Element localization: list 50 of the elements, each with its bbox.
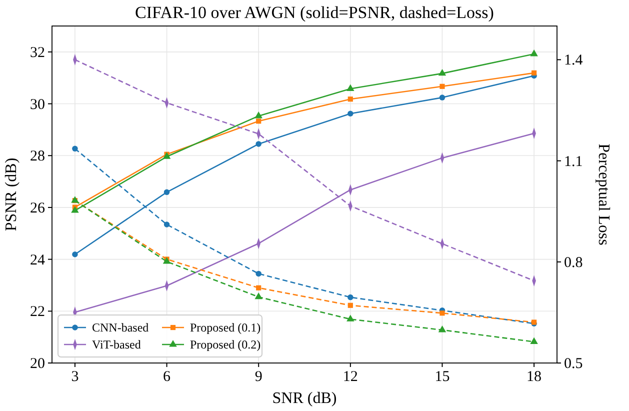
y-tick-label: 30 (30, 96, 45, 113)
point (530, 337, 538, 344)
point (440, 84, 445, 89)
chart-title: CIFAR-10 over AWGN (solid=PSNR, dashed=Loss) (135, 3, 494, 22)
point (164, 222, 170, 228)
point (348, 294, 354, 300)
point (440, 310, 445, 316)
point (254, 111, 262, 118)
point (531, 70, 537, 76)
point (72, 252, 78, 258)
point (348, 96, 353, 102)
y2-tick-label: 0.5 (564, 356, 583, 372)
y-axis-title: PSNR (dB) (3, 158, 20, 232)
point (254, 292, 262, 300)
point (256, 141, 262, 147)
point (438, 68, 446, 76)
x-tick-label: 6 (163, 369, 172, 385)
point (256, 270, 262, 277)
y-tick-label: 28 (30, 148, 45, 165)
point (256, 285, 262, 290)
point (348, 110, 354, 116)
point (256, 118, 262, 124)
point (164, 189, 170, 196)
y-tick-label: 26 (30, 200, 46, 216)
point (438, 326, 446, 332)
x-axis-title: SNR (dB) (272, 390, 337, 407)
y-tick-label: 32 (30, 44, 45, 61)
y2-tick-label: 1.4 (564, 52, 584, 69)
point (346, 314, 354, 322)
x-tick-label: 15 (434, 369, 450, 385)
y-tick-label: 20 (30, 356, 45, 372)
y-tick-label: 24 (30, 252, 46, 268)
y2-axis-title: Perceptual Loss (595, 144, 612, 246)
point (439, 94, 446, 100)
y2-tick-label: 1.1 (564, 154, 583, 170)
legend-label: CNN-based (92, 320, 149, 334)
point (71, 206, 79, 213)
y2-tick-label: 0.8 (564, 254, 583, 271)
legend-label: ViT-based (92, 338, 141, 352)
legend-label: Proposed (0.1) (190, 320, 261, 334)
point (348, 302, 353, 308)
x-tick-label: 12 (342, 369, 358, 385)
point (346, 84, 354, 91)
point (530, 50, 538, 56)
y-tick-label: 22 (30, 304, 45, 320)
x-tick-label: 9 (254, 369, 262, 385)
point (72, 146, 78, 152)
x-tick-label: 18 (526, 369, 542, 385)
legend-label: Proposed (0.2) (190, 338, 261, 352)
x-tick-label: 3 (71, 369, 79, 385)
